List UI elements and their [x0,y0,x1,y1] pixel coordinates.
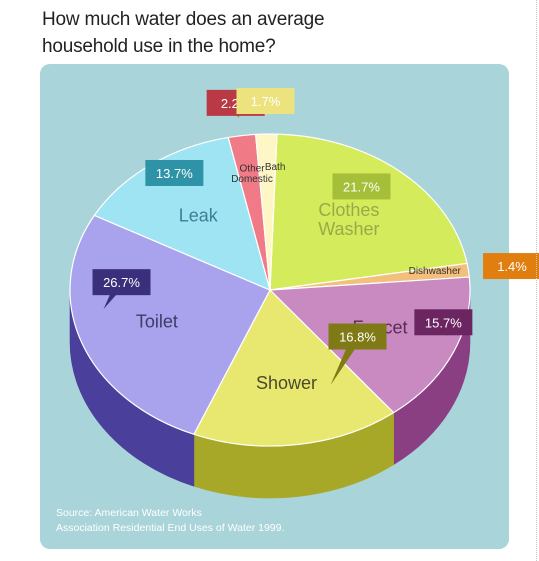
slice-label-other-domestic: Other Domestic [231,164,273,186]
slice-label-line: Dishwasher [409,266,462,277]
chart-title: How much water does an average household… [42,6,422,60]
callout-bath: 1.7% [236,88,295,116]
slice-label-dishwasher: Dishwasher [409,266,462,277]
slice-label-shower: Shower [256,373,317,393]
callout-box [332,173,391,200]
callout-box [483,253,539,280]
callout-box [92,269,151,296]
callout-value-faucet: 15.7% [425,315,462,330]
slice-label-line: Shower [256,373,317,393]
slice-label-line: Toilet [136,312,178,332]
slice-label-line: Leak [179,205,219,225]
slice-label-bath: Bath [265,162,286,173]
chart-title-line-1: How much water does an average [42,9,325,30]
callout-box [328,323,387,350]
pie-slice-clothes-washer [269,133,468,291]
slice-label-line: Bath [265,162,286,173]
slice-label-line: Clothes [318,200,379,220]
callout-value-dishwasher: 1.4% [497,259,527,274]
callout-shower: 16.8% [328,323,387,386]
pie-slice-bath [255,133,278,291]
chart-title-line-2: household use in the home? [42,36,276,57]
callout-faucet: 15.7% [414,309,473,336]
slice-label-line: Other [240,164,266,175]
callout-box [236,88,295,115]
callout-value-clothes-washer: 21.7% [343,179,380,194]
callout-value-toilet: 26.7% [103,275,140,290]
pie-labels: ClothesWasherDishwasherFaucetShowerToile… [136,162,462,393]
slice-label-line: Washer [318,219,379,239]
callout-box [414,309,473,336]
callout-value-leak: 13.7% [156,166,193,181]
callout-toilet: 26.7% [92,269,151,310]
callout-box [145,159,204,186]
slice-label-line: Domestic [231,174,273,185]
callout-value-shower: 16.8% [339,330,376,345]
page-divider [536,0,537,561]
callout-value-bath: 1.7% [251,94,281,109]
pie-callouts: 21.7%1.4%15.7%16.8%26.7%13.7%2.2% 1.7% [92,88,539,386]
callout-leak: 13.7% [145,159,204,186]
callout-clothes-washer: 21.7% [332,173,391,200]
source-note: Source: American Water Works Association… [56,506,476,536]
source-line-2: Association Residential End Uses of Wate… [56,522,285,534]
slice-label-leak: Leak [179,205,219,225]
slice-label-clothes-washer: Clothes Washer [318,200,379,239]
slice-label-toilet: Toilet [136,312,178,332]
pie-slice-shower [193,289,395,447]
callout-dishwasher: 1.4% [483,253,539,280]
source-line-1: Source: American Water Works [56,507,202,519]
